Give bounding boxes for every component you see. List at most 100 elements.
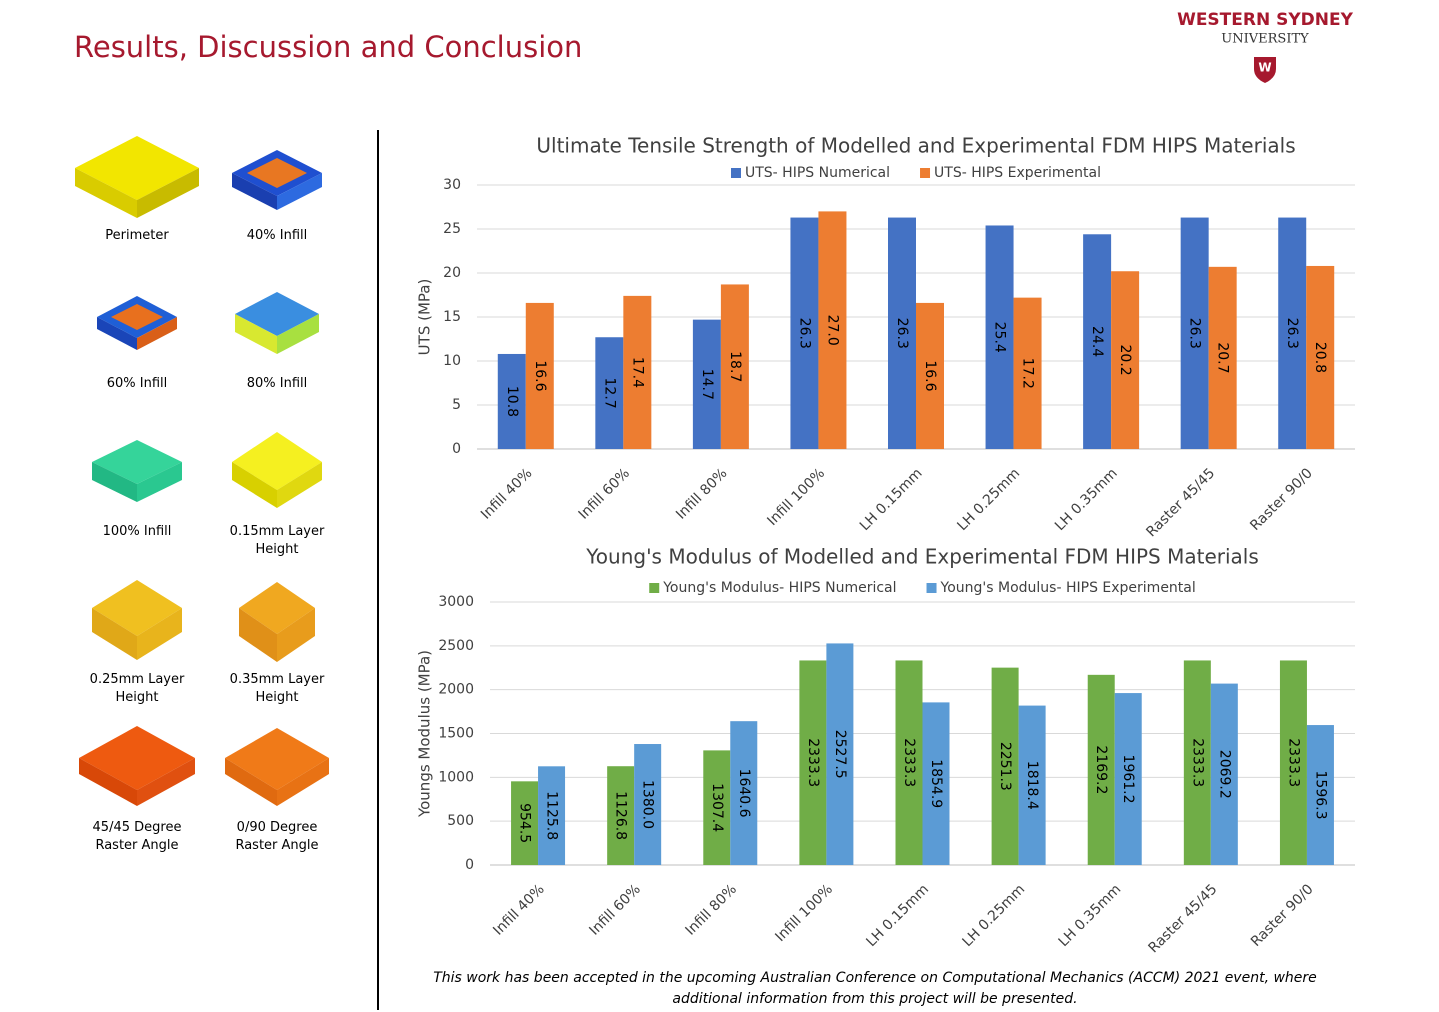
y-tick-label: 5 xyxy=(452,397,461,413)
data-label: 2251.3 xyxy=(997,742,1013,791)
slide-title: Results, Discussion and Conclusion xyxy=(74,30,583,64)
y-tick-label: 25 xyxy=(443,221,461,237)
legend-swatch xyxy=(649,583,660,593)
bar xyxy=(720,284,749,449)
x-tick-label: LH 0.15mm xyxy=(857,465,926,534)
data-label: 18.7 xyxy=(727,351,743,382)
x-tick-label: Infill 100% xyxy=(772,881,836,945)
data-label: 20.2 xyxy=(1117,345,1133,376)
data-label: 2333.3 xyxy=(1285,738,1301,787)
bar xyxy=(730,721,758,865)
y-tick-label: 0 xyxy=(452,441,461,457)
data-label: 1380.0 xyxy=(640,780,656,829)
legend-label: UTS- HIPS Numerical xyxy=(745,165,890,181)
bar xyxy=(826,643,854,865)
y-tick-label: 3000 xyxy=(438,594,474,610)
bar xyxy=(623,295,652,449)
data-label: 1596.3 xyxy=(1312,771,1328,820)
data-label: 2527.5 xyxy=(832,730,848,779)
bar xyxy=(525,302,554,449)
data-label: 20.8 xyxy=(1312,342,1328,373)
data-label: 26.3 xyxy=(796,318,812,349)
bar xyxy=(1111,271,1140,449)
data-label: 2069.2 xyxy=(1216,750,1232,799)
data-label: 26.3 xyxy=(894,318,910,349)
data-label: 26.3 xyxy=(1284,318,1300,349)
bar xyxy=(1278,217,1307,449)
legend: Young's Modulus- HIPS Numerical Young's M… xyxy=(649,580,1196,596)
data-label: 14.7 xyxy=(699,369,715,400)
data-label: 17.2 xyxy=(1020,358,1036,389)
bar xyxy=(1306,725,1334,865)
x-tick-label: Raster 45/45 xyxy=(1146,881,1221,956)
y-axis-label: Youngs Modulus (MPa) xyxy=(416,650,434,818)
bar xyxy=(916,302,944,449)
bar xyxy=(818,211,847,449)
data-label: 2169.2 xyxy=(1093,745,1109,794)
y-tick-label: 2500 xyxy=(438,638,474,654)
bar xyxy=(1208,266,1237,449)
data-label: 20.7 xyxy=(1215,342,1231,373)
x-tick-label: Infill 60% xyxy=(576,465,633,522)
bar xyxy=(790,217,819,449)
bar xyxy=(1013,297,1042,449)
data-label: 1125.8 xyxy=(544,791,560,840)
x-tick-label: LH 0.25mm xyxy=(960,881,1029,950)
figure-caption: 45/45 Degree Raster Angle xyxy=(92,820,182,853)
data-label: 2333.3 xyxy=(805,738,821,787)
data-label: 1818.4 xyxy=(1024,761,1040,810)
x-tick-label: Raster 90/0 xyxy=(1247,465,1316,534)
data-label: 16.6 xyxy=(922,360,938,391)
legend-label: Young's Modulus- HIPS Experimental xyxy=(940,580,1196,596)
bar xyxy=(1114,693,1142,865)
y-axis-label: UTS (MPa) xyxy=(416,279,434,356)
figure-images xyxy=(75,136,329,806)
legend-label: UTS- HIPS Experimental xyxy=(934,165,1101,181)
logo-line2: UNIVERSITY xyxy=(1221,32,1309,47)
figure-caption: 0.35mm Layer Height xyxy=(229,672,325,705)
bar xyxy=(985,225,1014,449)
figure-caption: 0/90 Degree Raster Angle xyxy=(235,820,319,853)
y-tick-label: 2000 xyxy=(438,682,474,698)
footnote: This work has been accepted in the upcom… xyxy=(433,970,1317,1007)
bar xyxy=(991,667,1019,865)
data-label: 17.4 xyxy=(629,357,645,388)
x-tick-label: LH 0.25mm xyxy=(954,465,1023,534)
bar xyxy=(538,766,566,865)
bar xyxy=(922,702,950,865)
data-label: 2333.3 xyxy=(901,738,917,787)
bar xyxy=(1306,265,1335,449)
bar xyxy=(595,337,624,449)
bar xyxy=(634,744,662,865)
bar xyxy=(1087,674,1115,865)
logo-shield xyxy=(1254,57,1276,83)
legend-label: Young's Modulus- HIPS Numerical xyxy=(662,580,896,596)
bar xyxy=(692,319,721,449)
figure-caption: 80% Infill xyxy=(246,376,308,391)
x-tick-label: Infill 100% xyxy=(764,465,828,529)
data-label: 16.6 xyxy=(532,360,548,391)
data-label: 954.5 xyxy=(517,803,533,843)
y-tick-label: 1500 xyxy=(438,726,474,742)
legend-swatch xyxy=(920,168,931,178)
figure-caption: 40% Infill xyxy=(246,228,308,243)
y-tick-label: 30 xyxy=(443,177,461,193)
x-tick-label: Infill 60% xyxy=(586,881,643,938)
figure-caption: 0.25mm Layer Height xyxy=(89,672,185,705)
y-tick-label: 500 xyxy=(447,813,474,829)
bar xyxy=(1210,683,1238,865)
legend-swatch xyxy=(926,583,937,593)
bar xyxy=(1018,705,1046,865)
bar xyxy=(888,217,916,449)
x-tick-label: Infill 80% xyxy=(683,881,740,938)
data-label: 1126.8 xyxy=(613,791,629,840)
bar xyxy=(703,750,731,865)
data-label: 1961.2 xyxy=(1120,755,1136,804)
x-tick-label: LH 0.35mm xyxy=(1056,881,1125,950)
bar xyxy=(1083,234,1112,449)
bar xyxy=(497,353,526,449)
y-tick-label: 15 xyxy=(443,309,461,325)
bar xyxy=(1180,217,1209,449)
data-label: 26.3 xyxy=(1187,318,1203,349)
